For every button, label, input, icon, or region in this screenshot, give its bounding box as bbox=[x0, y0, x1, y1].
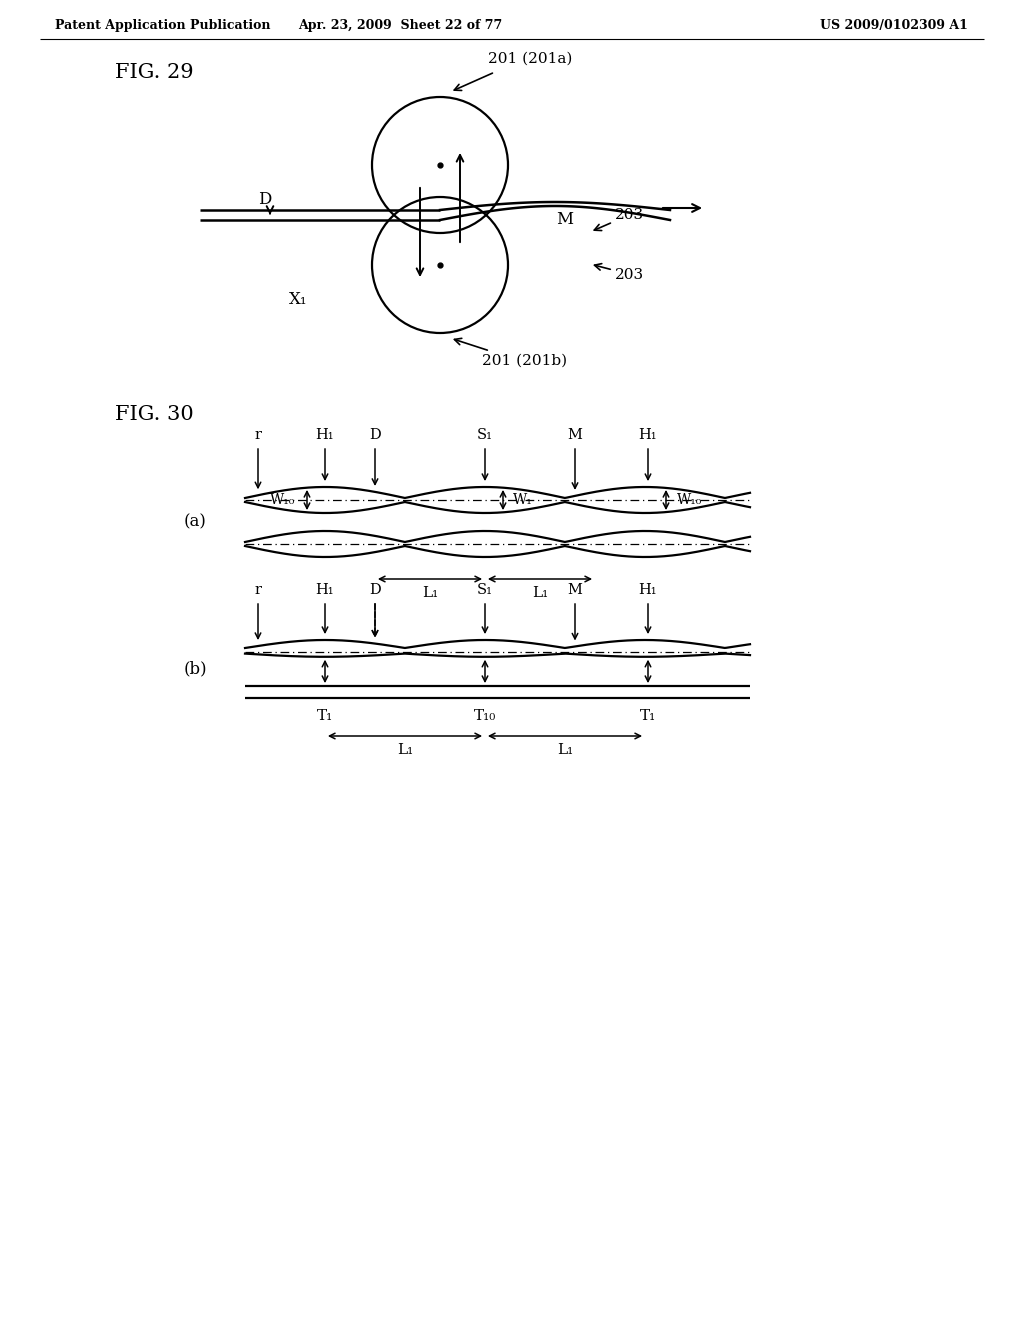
Text: r: r bbox=[255, 583, 261, 597]
Text: W₁₀: W₁₀ bbox=[270, 492, 296, 507]
Text: T₁₀: T₁₀ bbox=[474, 709, 496, 723]
Text: 201 (201b): 201 (201b) bbox=[482, 354, 567, 368]
Text: D: D bbox=[258, 191, 271, 209]
Text: r: r bbox=[255, 428, 261, 442]
Text: Apr. 23, 2009  Sheet 22 of 77: Apr. 23, 2009 Sheet 22 of 77 bbox=[298, 18, 502, 32]
Text: M: M bbox=[567, 428, 583, 442]
Text: US 2009/0102309 A1: US 2009/0102309 A1 bbox=[820, 18, 968, 32]
Text: L₁: L₁ bbox=[557, 743, 573, 756]
Text: H₁: H₁ bbox=[315, 583, 334, 597]
Text: H₁: H₁ bbox=[639, 583, 657, 597]
Text: 201 (201a): 201 (201a) bbox=[487, 51, 572, 66]
Text: L₁: L₁ bbox=[531, 586, 548, 601]
Text: 203: 203 bbox=[615, 268, 644, 282]
Text: 203: 203 bbox=[615, 209, 644, 222]
Text: W₁₀: W₁₀ bbox=[677, 492, 702, 507]
Text: W₁: W₁ bbox=[513, 492, 532, 507]
Text: D: D bbox=[369, 583, 381, 597]
Text: FIG. 30: FIG. 30 bbox=[115, 405, 194, 425]
Text: M: M bbox=[556, 211, 573, 228]
Text: L₁: L₁ bbox=[422, 586, 438, 601]
Text: S₁: S₁ bbox=[477, 583, 493, 597]
Text: Patent Application Publication: Patent Application Publication bbox=[55, 18, 270, 32]
Text: (b): (b) bbox=[183, 660, 207, 677]
Text: T₁: T₁ bbox=[640, 709, 656, 723]
Text: S₁: S₁ bbox=[477, 428, 493, 442]
Text: FIG. 29: FIG. 29 bbox=[115, 62, 194, 82]
Text: D: D bbox=[369, 428, 381, 442]
Text: L₁: L₁ bbox=[397, 743, 413, 756]
Text: H₁: H₁ bbox=[315, 428, 334, 442]
Text: X₁: X₁ bbox=[289, 292, 307, 309]
Text: M: M bbox=[567, 583, 583, 597]
Text: (a): (a) bbox=[183, 513, 207, 531]
Text: T₁: T₁ bbox=[316, 709, 333, 723]
Text: H₁: H₁ bbox=[639, 428, 657, 442]
